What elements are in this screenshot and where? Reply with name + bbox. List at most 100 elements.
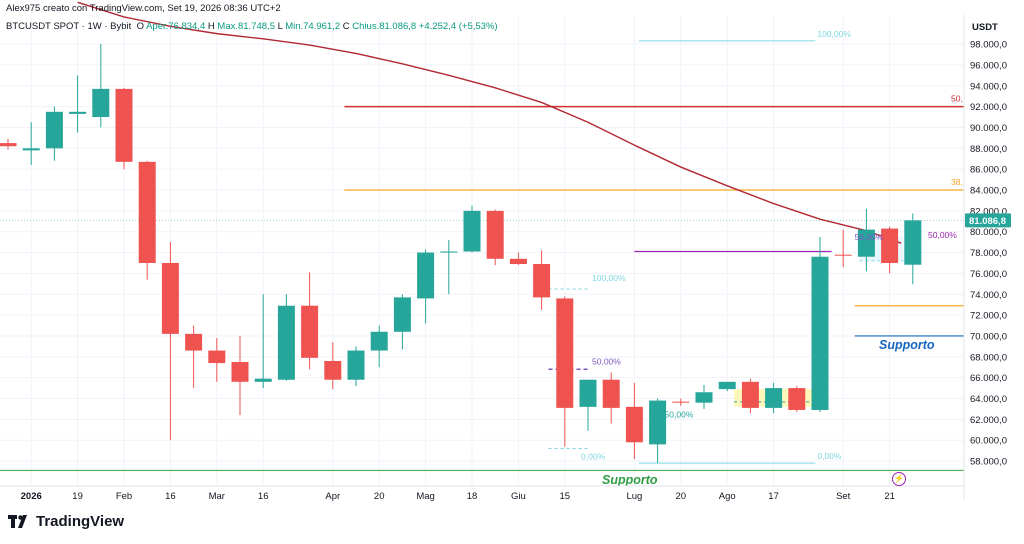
candle[interactable] (277, 294, 295, 381)
candle[interactable] (672, 398, 690, 406)
candle-body (649, 400, 667, 445)
close-label: C (342, 21, 350, 32)
candle[interactable] (440, 240, 458, 295)
candle[interactable] (69, 75, 87, 133)
candle[interactable] (556, 296, 574, 447)
candle[interactable] (92, 44, 110, 128)
candle-body (69, 111, 87, 114)
y-tick-label: 60.000,0 (970, 436, 1007, 447)
resistance-red-label: 50, (951, 94, 963, 104)
x-tick-label: 19 (72, 491, 83, 502)
fib-label-50: 50,00% (592, 356, 621, 366)
y-tick-label: 82.000,0 (970, 206, 1007, 217)
candle-body (115, 88, 133, 162)
candle[interactable] (509, 252, 527, 266)
candle[interactable] (463, 205, 481, 253)
x-tick-label: 18 (467, 491, 478, 502)
y-tick-label: 70.000,0 (970, 331, 1007, 342)
candle[interactable] (834, 229, 852, 268)
y-tick-label: 64.000,0 (970, 394, 1007, 405)
candle[interactable] (185, 325, 203, 389)
fib-label-100: 100,00% (592, 273, 626, 283)
candle[interactable] (370, 325, 388, 368)
high-label: H (207, 21, 215, 32)
candle[interactable] (579, 379, 597, 431)
change-value: +4.252,4 (+5,53%) (418, 21, 498, 32)
candle[interactable] (765, 382, 783, 414)
tradingview-logo-icon (8, 515, 27, 528)
x-tick-label: Feb (116, 491, 132, 502)
candle[interactable] (393, 294, 411, 350)
resistance-orange-label: 38, (951, 177, 963, 187)
candle[interactable] (301, 272, 319, 370)
moving-average-line[interactable] (77, 1, 902, 244)
candle-body (22, 148, 40, 151)
time-axis[interactable]: 2026 19 Feb 16 Mar 16 Apr 20 Mag 18 Giu 15 Lug 20 Ago 1… (21, 491, 895, 502)
y-tick-label: 74.000,0 (970, 290, 1007, 301)
candle[interactable] (208, 338, 226, 382)
candle[interactable] (138, 160, 156, 280)
candle-body (718, 381, 736, 390)
low-value: Min.74.961,2 (285, 21, 341, 32)
event-flag-icon[interactable]: ⚡ (892, 472, 906, 486)
blue-support-label: Supporto (879, 338, 935, 352)
candle-body (347, 350, 365, 380)
candle[interactable] (22, 122, 40, 165)
y-tick-label: 84.000,0 (970, 186, 1007, 197)
candle[interactable] (904, 213, 922, 285)
candle-body (904, 220, 922, 265)
y-tick-label: 88.000,0 (970, 144, 1007, 155)
candle[interactable] (533, 250, 551, 310)
candle[interactable] (161, 242, 179, 441)
candle-body (254, 378, 272, 382)
candle[interactable] (811, 236, 829, 413)
candle[interactable] (231, 335, 249, 416)
y-tick-label: 62.000,0 (970, 415, 1007, 426)
high-value: Max.81.748,5 (217, 21, 275, 32)
y-tick-label: 96.000,0 (970, 60, 1007, 71)
candle[interactable] (857, 208, 875, 272)
symbol-name[interactable]: BTCUSDT SPOT · 1W · Bybit (6, 21, 132, 32)
price-axis[interactable]: 58.000,0 60.000,0 62.000,0 64.000,0 66.000,0… (965, 40, 1011, 468)
x-tick-label: 20 (374, 491, 385, 502)
candle[interactable] (486, 209, 504, 266)
candle[interactable] (254, 294, 272, 389)
candle[interactable] (115, 87, 133, 170)
candle[interactable] (602, 372, 620, 424)
y-tick-label: 68.000,0 (970, 352, 1007, 363)
candle[interactable] (649, 398, 667, 464)
candle-body (672, 401, 690, 403)
candle-body (393, 297, 411, 332)
candle[interactable] (45, 106, 63, 161)
x-tick-label: Set (836, 491, 851, 502)
candle-body (161, 262, 179, 334)
symbol-legend: BTCUSDT SPOT · 1W · Bybit O Aper.76.834,… (6, 21, 498, 32)
y-tick-label: 72.000,0 (970, 311, 1007, 322)
fib-label-100: 100,00% (817, 29, 851, 39)
candle[interactable] (718, 381, 736, 392)
y-tick-label: 94.000,0 (970, 81, 1007, 92)
candle-body (370, 331, 388, 351)
candle[interactable] (324, 342, 342, 390)
x-tick-label: 16 (165, 491, 176, 502)
candle[interactable] (347, 346, 365, 386)
tradingview-logo: TradingView (8, 513, 124, 530)
candle-body (138, 161, 156, 263)
x-tick-label: Giu (511, 491, 526, 502)
candle[interactable] (741, 378, 759, 414)
candle[interactable] (695, 384, 713, 409)
candle-body (811, 256, 829, 410)
candle[interactable] (417, 249, 435, 324)
candles (0, 44, 922, 464)
candle-body (301, 305, 319, 358)
x-tick-label: 17 (768, 491, 779, 502)
moving-average (77, 1, 902, 244)
candle[interactable] (0, 138, 17, 150)
candle[interactable] (881, 226, 899, 274)
candle-body (533, 264, 551, 298)
low-label: L (277, 21, 283, 32)
candle[interactable] (625, 382, 643, 459)
candle[interactable] (788, 385, 806, 413)
currency-label: USDT (972, 22, 998, 33)
